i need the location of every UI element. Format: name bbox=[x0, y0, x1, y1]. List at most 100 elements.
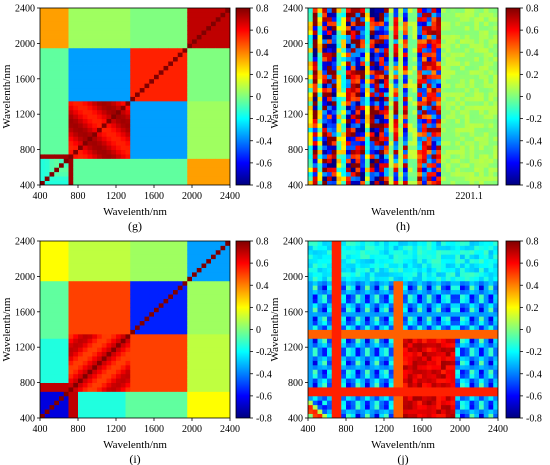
heatmap-cell bbox=[135, 285, 141, 291]
heatmap-cell bbox=[78, 249, 84, 255]
heatmap-cell bbox=[154, 158, 160, 164]
heatmap-cell bbox=[116, 38, 122, 44]
heatmap-cell bbox=[225, 391, 230, 397]
heatmap-cell bbox=[192, 289, 198, 295]
heatmap-cell bbox=[436, 109, 442, 115]
heatmap-cell bbox=[384, 171, 390, 177]
heatmap-cell bbox=[130, 298, 136, 304]
heatmap-cell bbox=[130, 87, 136, 93]
heatmap-cell bbox=[322, 34, 328, 40]
heatmap-cell bbox=[407, 21, 413, 27]
heatmap-cell bbox=[163, 258, 169, 264]
heatmap-cell bbox=[149, 83, 155, 89]
heatmap-cell bbox=[82, 378, 88, 384]
heatmap-cell bbox=[445, 140, 451, 146]
heatmap-cell bbox=[78, 16, 84, 22]
heatmap-cell bbox=[158, 400, 164, 406]
heatmap-cell bbox=[135, 167, 141, 173]
heatmap-cell bbox=[322, 30, 328, 35]
heatmap-cell bbox=[63, 325, 69, 330]
heatmap-cell bbox=[106, 52, 112, 58]
heatmap-cell bbox=[384, 105, 390, 111]
heatmap-cell bbox=[201, 127, 207, 133]
heatmap-cell bbox=[144, 180, 150, 185]
heatmap-cell bbox=[455, 61, 461, 66]
heatmap-cell bbox=[68, 176, 74, 181]
heatmap-cell bbox=[215, 294, 221, 299]
heatmap-cell bbox=[393, 87, 399, 93]
heatmap-cell bbox=[78, 109, 84, 115]
heatmap-cell bbox=[139, 378, 145, 384]
heatmap-cell bbox=[196, 171, 202, 177]
heatmap-cell bbox=[460, 61, 466, 66]
heatmap-cell bbox=[135, 123, 141, 128]
heatmap-cell bbox=[488, 109, 494, 115]
heatmap-cell bbox=[187, 347, 193, 353]
heatmap-cell bbox=[73, 249, 79, 255]
heatmap-cell bbox=[384, 158, 390, 164]
heatmap-cell bbox=[101, 404, 107, 410]
heatmap-cell bbox=[40, 267, 46, 273]
heatmap-cell bbox=[493, 12, 498, 18]
heatmap-cell bbox=[163, 154, 169, 159]
heatmap-cell bbox=[187, 167, 193, 173]
heatmap-cell bbox=[139, 404, 145, 410]
heatmap-cell bbox=[73, 56, 79, 62]
heatmap-cell bbox=[163, 69, 169, 75]
heatmap-cell bbox=[436, 176, 442, 181]
heatmap-cell bbox=[393, 65, 399, 71]
heatmap-cell bbox=[355, 21, 361, 27]
heatmap-cell bbox=[215, 74, 221, 80]
heatmap-cell bbox=[40, 16, 46, 22]
heatmap-cell bbox=[87, 245, 93, 251]
heatmap-cell bbox=[154, 109, 160, 115]
heatmap-cell bbox=[196, 249, 202, 255]
heatmap-cell bbox=[196, 136, 202, 142]
heatmap-cell bbox=[92, 395, 98, 401]
heatmap-cell bbox=[312, 154, 318, 159]
heatmap-cell bbox=[82, 285, 88, 291]
heatmap-cell bbox=[312, 65, 318, 71]
heatmap-cell bbox=[403, 131, 409, 137]
heatmap-cell bbox=[379, 38, 385, 44]
heatmap-cell bbox=[130, 167, 136, 173]
heatmap-cell bbox=[201, 263, 207, 268]
y-axis-label: Wavelenth/nm bbox=[1, 297, 13, 361]
heatmap-cell bbox=[312, 395, 318, 401]
heatmap-cell bbox=[201, 378, 207, 384]
heatmap-cell bbox=[49, 12, 55, 18]
heatmap-cell bbox=[384, 176, 390, 181]
heatmap-cell bbox=[116, 369, 122, 375]
panel-h: 40080012001600200024002201.1Wavelenth/nm… bbox=[269, 4, 542, 234]
heatmap-cell bbox=[350, 92, 356, 97]
heatmap-cell bbox=[196, 47, 202, 53]
heatmap-cell bbox=[206, 16, 212, 22]
heatmap-cell bbox=[388, 83, 394, 89]
heatmap-cell bbox=[455, 123, 461, 128]
heatmap-cell bbox=[460, 83, 466, 89]
heatmap-cell bbox=[54, 43, 60, 49]
heatmap-cells bbox=[40, 8, 230, 185]
heatmap-cell bbox=[125, 311, 131, 317]
heatmap-cell bbox=[68, 96, 74, 102]
heatmap-cell bbox=[49, 149, 55, 155]
heatmap-cell bbox=[125, 25, 131, 31]
heatmap-cell bbox=[54, 145, 60, 151]
heatmap-cell bbox=[49, 131, 55, 137]
heatmap-cell bbox=[68, 298, 74, 304]
heatmap-cell bbox=[450, 43, 456, 49]
heatmap-cell bbox=[154, 52, 160, 58]
heatmap-cell bbox=[173, 280, 179, 286]
heatmap-cell bbox=[168, 154, 174, 159]
heatmap-cell bbox=[82, 280, 88, 286]
heatmap-cell bbox=[317, 176, 323, 181]
heatmap-cell bbox=[225, 245, 230, 251]
heatmap-cell bbox=[469, 167, 475, 173]
heatmap-cell bbox=[154, 43, 160, 49]
heatmap-cell bbox=[336, 78, 342, 84]
heatmap-cell bbox=[369, 74, 375, 80]
heatmap-cell bbox=[139, 61, 145, 66]
heatmap-cell bbox=[355, 118, 361, 124]
heatmap-cell bbox=[101, 12, 107, 18]
heatmap-cell bbox=[54, 47, 60, 53]
